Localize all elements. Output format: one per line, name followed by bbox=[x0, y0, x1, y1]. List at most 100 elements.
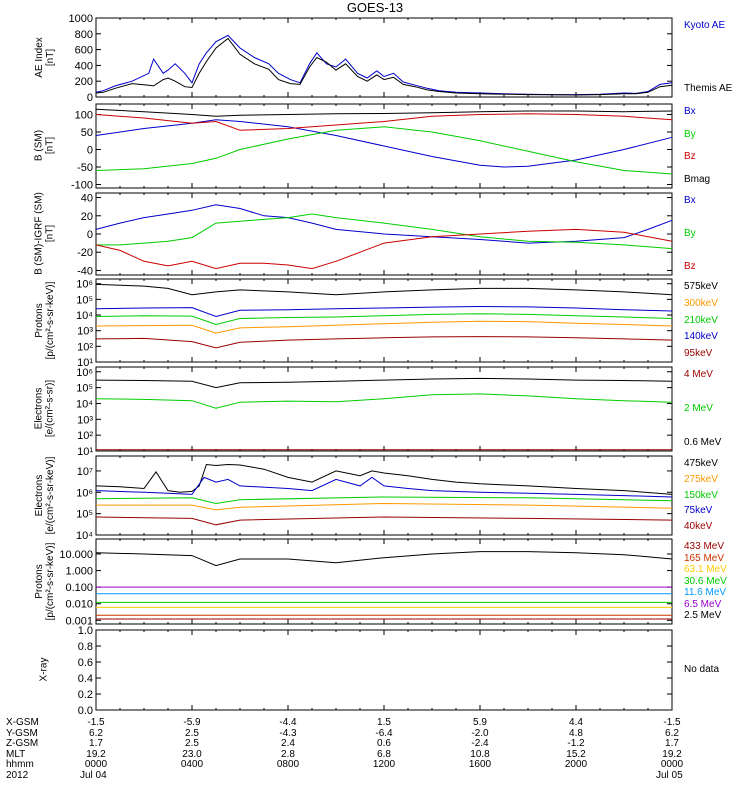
legend-entry: 210keV bbox=[684, 314, 718, 326]
y-tick-label: -40 bbox=[77, 265, 93, 277]
footer-value: 1.7 bbox=[665, 738, 679, 749]
footer-row-label: Y-GSM bbox=[6, 727, 38, 739]
series-line-bmag bbox=[95, 108, 673, 117]
series-line-140kev bbox=[95, 305, 673, 318]
footer-value: -4.3 bbox=[279, 727, 297, 739]
legend-entry: Themis AE bbox=[684, 83, 733, 94]
footer-value: 1.5 bbox=[377, 717, 391, 728]
footer-value: -6.4 bbox=[375, 727, 393, 739]
footer-value: 0800 bbox=[276, 759, 300, 770]
y-tick-label: -100 bbox=[71, 180, 93, 192]
legend-entry: 4 MeV bbox=[684, 369, 713, 380]
footer-value: 1600 bbox=[468, 759, 492, 770]
y-tick-label: 0.0 bbox=[78, 705, 93, 717]
y-tick-label: 0 bbox=[87, 229, 93, 241]
y-axis-label: Protons bbox=[33, 563, 45, 599]
panel-hep: 0.001 0.010 0.100 1.000 10.000 bbox=[59, 538, 673, 627]
y-tick-label: 1.000 bbox=[65, 566, 93, 578]
y-tick-label: 50 bbox=[81, 127, 93, 139]
y-axis-label: Electrons bbox=[33, 474, 45, 516]
legend-entry: 63.1 MeV bbox=[684, 564, 727, 575]
legend-entry: 433 MeV bbox=[684, 541, 725, 552]
legend-entry: 75keV bbox=[684, 505, 713, 517]
footer-value: 23.0 bbox=[182, 748, 202, 760]
series-line-by bbox=[95, 126, 673, 175]
y-axis-label: [nT] bbox=[44, 48, 56, 66]
series-line-themis-ae bbox=[95, 37, 673, 96]
legend-entry: Bz bbox=[684, 261, 696, 272]
legend-entry: 150keV bbox=[684, 489, 718, 501]
series-line-by bbox=[96, 213, 673, 250]
series-line-2.5-mev bbox=[95, 551, 673, 567]
series-line-150kev bbox=[95, 496, 673, 505]
legend-entry: 11.6 MeV bbox=[684, 587, 727, 598]
legend-entry: 165 MeV bbox=[684, 552, 725, 564]
legend-entry: 40keV bbox=[684, 521, 713, 532]
y-axis-label: Protons bbox=[33, 302, 45, 338]
series-line-210kev bbox=[95, 313, 673, 326]
panel-ae: 0 200 400 600 800 1000 bbox=[69, 13, 673, 104]
series-line-40kev bbox=[95, 516, 673, 526]
series-line-0.6-mev bbox=[95, 377, 673, 389]
y-tick-label: 0.6 bbox=[78, 657, 93, 669]
y-tick-label: 10⁵ bbox=[76, 383, 93, 395]
series-line-bz bbox=[95, 228, 673, 270]
footer-value: 2.5 bbox=[185, 738, 199, 749]
footer-value: 2000 bbox=[564, 759, 588, 770]
y-tick-label: 0.4 bbox=[78, 673, 93, 685]
legend-entry: By bbox=[684, 128, 696, 140]
footer-value: 2.8 bbox=[281, 748, 295, 760]
series-line-475kev bbox=[95, 463, 673, 495]
footer-value: 19.2 bbox=[662, 748, 682, 760]
series-line-575kev bbox=[95, 283, 673, 296]
legend-entry: Kyoto AE bbox=[684, 20, 726, 31]
y-tick-label: 0.010 bbox=[65, 599, 93, 611]
series-line-75kev bbox=[95, 476, 673, 498]
y-axis-label: [p/(cm²-s-sr-keV)] bbox=[44, 281, 56, 359]
legend-entry: 575keV bbox=[684, 281, 718, 292]
legend-entry: 6.5 MeV bbox=[684, 598, 722, 610]
footer-row-label: MLT bbox=[6, 748, 26, 760]
legend-entry: Bx bbox=[684, 106, 696, 117]
series-line-95kev bbox=[95, 336, 673, 349]
y-axis-label: X-ray bbox=[38, 657, 50, 682]
panel-frame-hep bbox=[95, 538, 673, 625]
footer-value: 2.5 bbox=[185, 727, 199, 739]
y-tick-label: 800 bbox=[75, 29, 93, 41]
y-tick-label: 10² bbox=[77, 341, 93, 353]
footer-value: 6.2 bbox=[665, 727, 679, 739]
footer-value: 0400 bbox=[180, 759, 204, 770]
series-line-bx bbox=[95, 204, 673, 244]
legend-entry: 475keV bbox=[684, 458, 718, 469]
footer-value: 4.8 bbox=[569, 727, 583, 739]
y-axis-label: B (SM) bbox=[33, 129, 45, 162]
footer-row-label: Z-GSM bbox=[6, 738, 39, 749]
y-tick-label: 1000 bbox=[69, 13, 93, 25]
panel-protons: 10¹ 10² 10³ 10⁴ 10⁵ 10⁶ bbox=[76, 278, 673, 369]
panel-bsm: -100 -50 0 50 100 bbox=[71, 103, 673, 192]
y-tick-label: 0.2 bbox=[78, 689, 93, 701]
legend-entry: 30.6 MeV bbox=[684, 575, 727, 587]
y-tick-label: 10⁶ bbox=[76, 367, 93, 379]
footer-row-label: X-GSM bbox=[6, 717, 39, 728]
series-line-2-mev bbox=[95, 393, 673, 409]
footer-value: -4.4 bbox=[279, 717, 297, 728]
footer-value: 2.4 bbox=[281, 738, 295, 749]
y-tick-label: 400 bbox=[75, 60, 93, 72]
y-axis-label: Electrons bbox=[33, 387, 45, 430]
y-axis-label: [e/(cm²-s-sr)] bbox=[44, 379, 56, 438]
legend-entry: Bx bbox=[684, 195, 696, 206]
y-tick-label: 200 bbox=[75, 76, 93, 88]
legend-entry: 2 MeV bbox=[684, 403, 713, 414]
y-tick-label: -50 bbox=[77, 162, 93, 174]
series-line-bx bbox=[95, 119, 673, 168]
footer-value: -1.2 bbox=[567, 738, 585, 749]
series-line-300kev bbox=[95, 320, 673, 334]
y-tick-label: 10⁵ bbox=[76, 509, 93, 521]
y-tick-label: 0 bbox=[87, 145, 93, 157]
y-tick-label: 0.001 bbox=[65, 615, 93, 627]
footer-value: 0.6 bbox=[377, 738, 391, 749]
panel-frame-electrons2 bbox=[95, 455, 673, 536]
y-tick-label: 600 bbox=[75, 45, 93, 57]
